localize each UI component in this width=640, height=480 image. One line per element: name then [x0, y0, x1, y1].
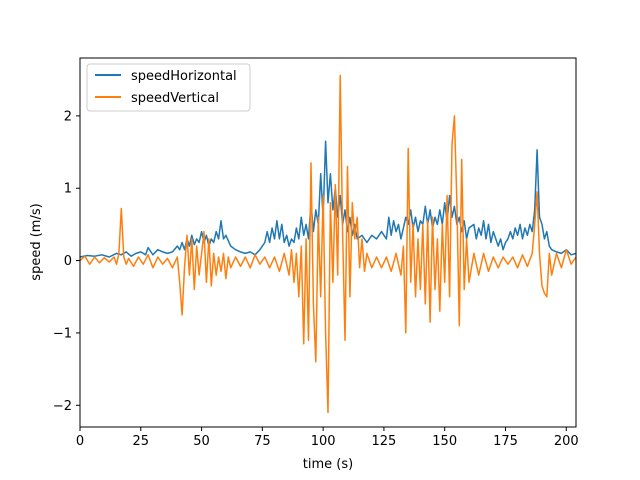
- legend-label-speedHorizontal: speedHorizontal: [131, 69, 237, 84]
- x-tick-label: 150: [432, 434, 457, 449]
- x-tick-label: 100: [311, 434, 336, 449]
- y-tick-label: 0: [64, 254, 72, 269]
- series-line-speedHorizontal: [79, 140, 577, 258]
- x-tick-label: 175: [493, 434, 518, 449]
- y-tick-label: −1: [53, 326, 72, 341]
- y-axis-ticks: −2 −1 0 1 2: [53, 109, 80, 414]
- y-tick-label: 1: [64, 182, 72, 197]
- legend-box: [86, 63, 251, 112]
- plot-frame: [79, 57, 577, 428]
- x-tick-label: 75: [254, 434, 271, 449]
- x-tick-label: 200: [554, 434, 579, 449]
- x-axis-label: time (s): [303, 457, 353, 472]
- series-line-speedVertical: [79, 74, 577, 414]
- x-tick-label: 125: [372, 434, 397, 449]
- y-axis-label: speed (m/s): [29, 203, 44, 280]
- series-layer: [79, 74, 577, 414]
- y-tick-label: −2: [53, 399, 72, 414]
- y-tick-label: 2: [64, 109, 72, 124]
- legend-label-speedVertical: speedVertical: [131, 91, 219, 106]
- x-tick-label: 50: [193, 434, 210, 449]
- legend: speedHorizontal speedVertical: [86, 63, 251, 112]
- x-tick-label: 0: [76, 434, 84, 449]
- x-axis-ticks: 0 25 50 75 100 125 150 175 200: [76, 427, 579, 449]
- x-tick-label: 25: [133, 434, 150, 449]
